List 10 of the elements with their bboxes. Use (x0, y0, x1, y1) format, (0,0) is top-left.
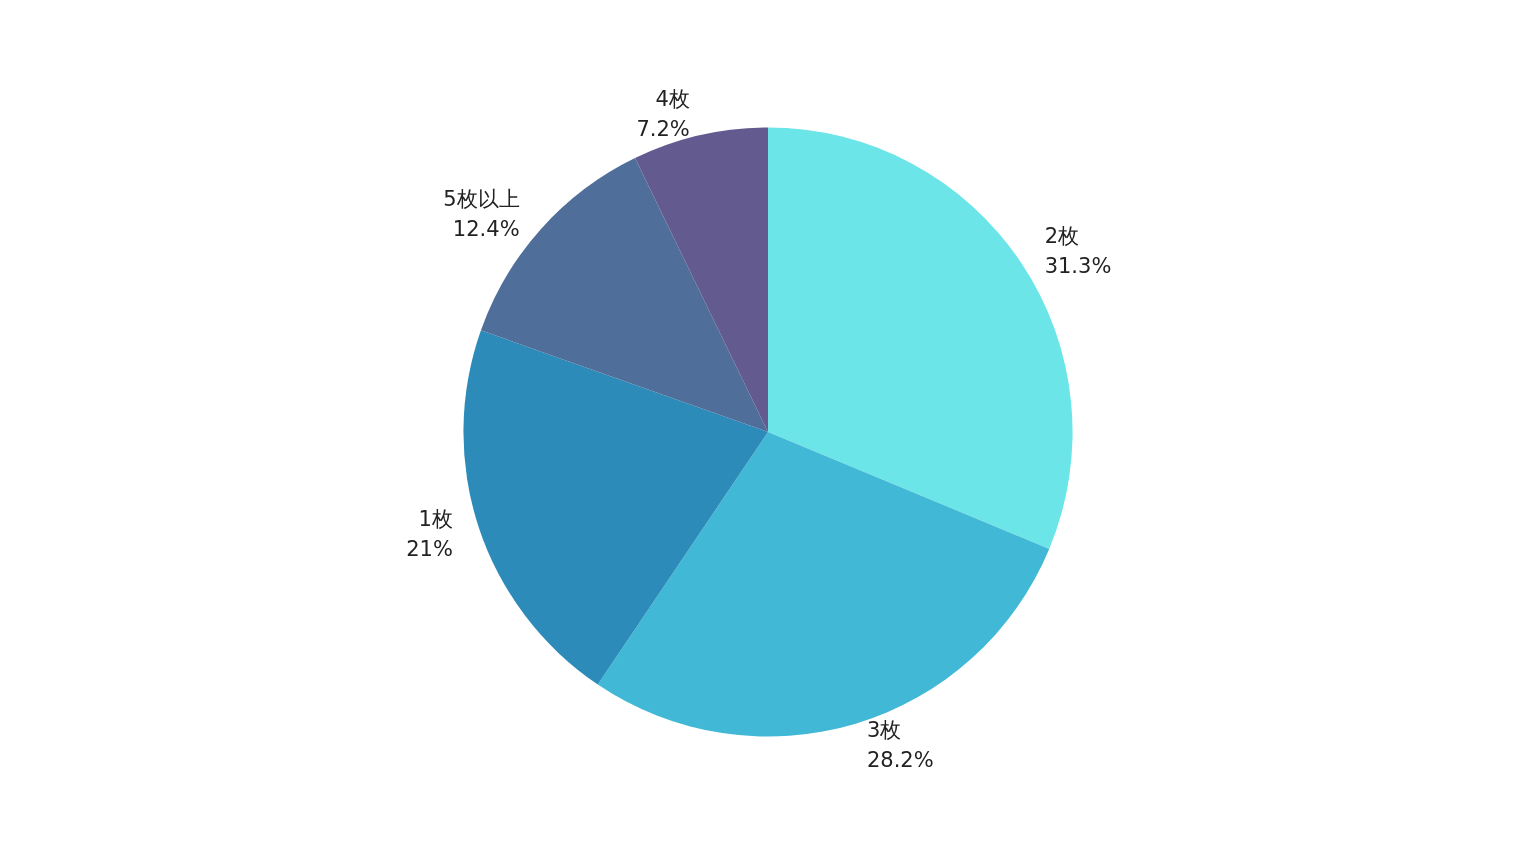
slice-label: 5枚以上 (443, 187, 520, 212)
slice-label: 3枚 (866, 717, 902, 742)
slice-label: 1枚 (418, 507, 453, 532)
data-label: 7.2% (636, 116, 690, 141)
data-label: 12.4% (452, 217, 520, 242)
slice-label: 4枚 (655, 86, 690, 111)
data-label: 28.2% (866, 747, 934, 772)
data-label: 21% (406, 537, 453, 562)
data-label: 31.3% (1044, 253, 1112, 278)
slice-label: 2枚 (1044, 223, 1080, 248)
